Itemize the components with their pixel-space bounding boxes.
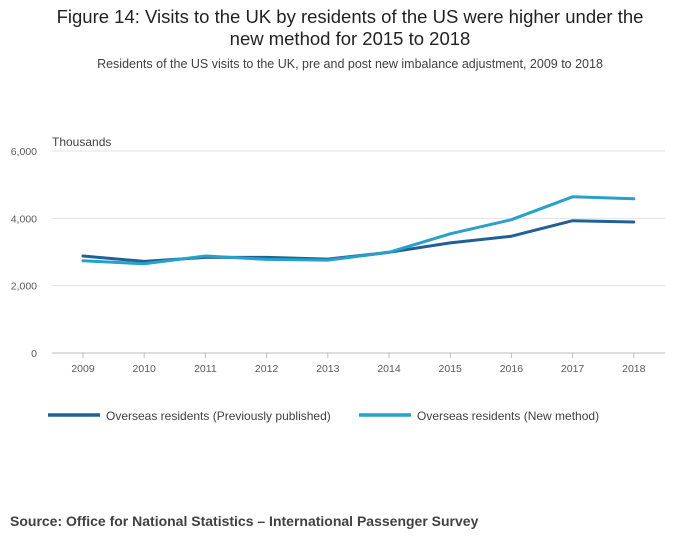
x-tick-label: 2012 [255, 363, 279, 375]
x-tick-label: 2018 [622, 363, 646, 375]
chart-title-line-1: Figure 14: Visits to the UK by residents… [56, 6, 644, 27]
x-tick-label: 2014 [377, 363, 401, 375]
x-tick-label: 2010 [133, 363, 157, 375]
x-tick-label: 2017 [561, 363, 585, 375]
source-note: Source: Office for National Statistics –… [10, 513, 479, 529]
y-axis-label: Thousands [52, 135, 111, 149]
chart-subtitle: Residents of the US visits to the UK, pr… [97, 57, 603, 71]
x-tick-label: 2013 [316, 363, 340, 375]
y-tick-label: 4,000 [11, 213, 37, 225]
chart-title-line-2: new method for 2015 to 2018 [229, 28, 471, 49]
x-tick-label: 2011 [194, 363, 217, 375]
legend-label-2: Overseas residents (New method) [417, 409, 599, 423]
x-tick-label: 2016 [500, 363, 524, 375]
y-tick-label: 6,000 [11, 146, 37, 158]
series-line-2 [81, 195, 636, 266]
y-tick-label: 0 [31, 348, 37, 360]
x-tick-label: 2009 [71, 363, 95, 375]
chart-title: Figure 14: Visits to the UK by residents… [0, 6, 700, 50]
y-tick-label: 2,000 [11, 281, 37, 293]
x-tick-label: 2015 [439, 363, 463, 375]
legend-label-1: Overseas residents (Previously published… [106, 409, 331, 423]
